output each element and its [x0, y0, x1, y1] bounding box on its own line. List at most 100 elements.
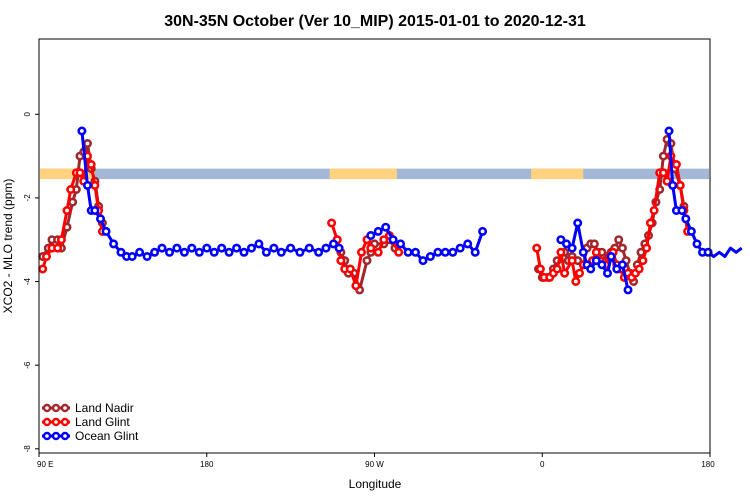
data-point — [86, 160, 96, 170]
data-point — [561, 239, 571, 249]
data-point — [617, 260, 627, 270]
data-point — [90, 180, 100, 190]
data-point — [649, 206, 659, 216]
data-point — [597, 260, 607, 270]
data-point — [556, 235, 566, 245]
data-point — [276, 247, 286, 257]
data-point — [83, 180, 93, 190]
data-point — [373, 226, 383, 236]
data-point — [328, 239, 338, 249]
x-tick-label: 90 W — [365, 460, 384, 469]
data-point — [532, 243, 542, 253]
series-line — [80, 130, 341, 258]
data-point — [83, 139, 93, 149]
data-point — [681, 214, 691, 224]
data-point — [187, 243, 197, 253]
data-point — [418, 256, 428, 266]
legend-label: Ocean Glint — [75, 429, 139, 443]
legend-label: Land Glint — [75, 415, 130, 429]
y-axis-label: XCO2 - MLO trend (ppm) — [1, 179, 15, 314]
legend-marker — [42, 417, 52, 427]
data-point — [75, 168, 85, 178]
data-point — [336, 256, 346, 266]
data-point — [269, 243, 279, 253]
data-point — [56, 235, 66, 245]
data-point — [623, 285, 633, 295]
data-point — [573, 218, 583, 228]
land-band-segment — [40, 168, 95, 180]
data-point — [686, 226, 696, 236]
data-point — [209, 247, 219, 257]
data-point — [373, 247, 383, 257]
x-axis-label: Longitude — [349, 477, 402, 491]
data-point — [425, 252, 435, 262]
legend-marker — [51, 431, 61, 441]
y-tick-label: -6 — [23, 361, 32, 369]
data-point — [463, 239, 473, 249]
data-point — [664, 126, 674, 136]
data-point — [552, 264, 562, 274]
data-point — [254, 239, 264, 249]
data-point — [589, 239, 599, 249]
y-tick-label: 0 — [23, 111, 32, 116]
data-point — [574, 268, 584, 278]
data-point — [165, 247, 175, 257]
legend-marker — [60, 431, 70, 441]
data-point — [157, 243, 167, 253]
data-point — [366, 231, 376, 241]
x-tick-label: 180 — [701, 460, 715, 469]
x-tick-label: 90 E — [37, 460, 53, 469]
data-point — [658, 151, 668, 161]
data-point — [578, 247, 588, 257]
data-point — [327, 218, 337, 228]
legend-marker — [51, 403, 61, 413]
data-point — [66, 185, 76, 195]
data-point — [571, 276, 581, 286]
data-point — [478, 226, 488, 236]
data-point — [591, 256, 601, 266]
land-band-segment — [531, 168, 584, 180]
data-point — [232, 243, 242, 253]
data-point — [606, 252, 616, 262]
data-point — [455, 243, 465, 253]
data-point — [362, 256, 372, 266]
data-point — [668, 180, 678, 190]
data-point — [295, 247, 305, 257]
series-layer — [38, 126, 743, 295]
data-point — [321, 243, 331, 253]
data-point — [366, 243, 376, 253]
data-point — [381, 222, 391, 232]
land-band-segment — [329, 168, 397, 180]
data-point — [448, 247, 458, 257]
data-point — [62, 206, 72, 216]
data-point — [109, 239, 119, 249]
x-tick-label: 0 — [540, 460, 545, 469]
legend-marker — [51, 417, 61, 427]
data-point — [394, 247, 404, 257]
series-line — [667, 130, 743, 258]
series-ocean-glint — [77, 126, 743, 295]
data-point — [470, 247, 480, 257]
data-point — [692, 239, 702, 249]
x-tick-label: 180 — [200, 460, 214, 469]
legend-marker — [42, 431, 52, 441]
data-point — [388, 235, 398, 245]
legend-marker — [42, 403, 52, 413]
y-axis: 0 -2 -4 -6 -8 — [23, 111, 39, 452]
data-point — [433, 247, 443, 257]
data-point — [356, 247, 366, 257]
data-point — [202, 243, 212, 253]
legend-label: Land Nadir — [75, 401, 134, 415]
data-point — [567, 256, 577, 266]
data-point — [602, 268, 612, 278]
y-tick-label: -2 — [23, 194, 32, 202]
data-point — [677, 206, 687, 216]
data-point — [194, 247, 204, 257]
data-point — [634, 264, 644, 274]
data-point — [345, 264, 355, 274]
data-point — [662, 176, 672, 186]
data-point — [612, 264, 622, 274]
data-point — [101, 226, 111, 236]
